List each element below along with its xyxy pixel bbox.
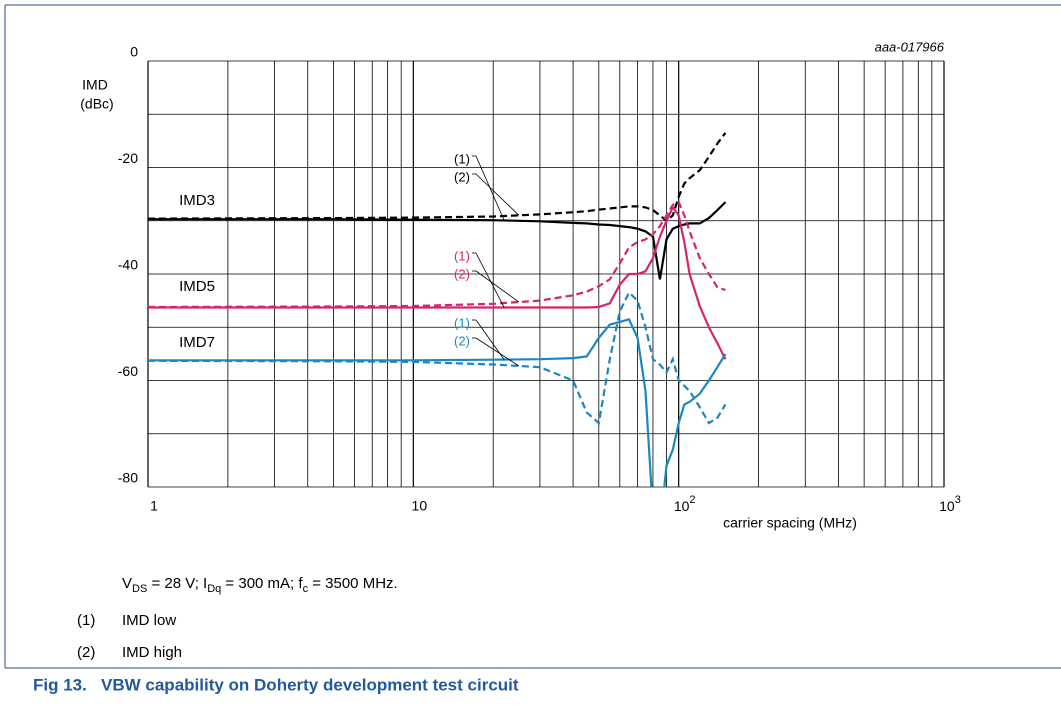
leader-line [475, 337, 520, 367]
series-line [148, 317, 727, 487]
series-line [148, 290, 727, 426]
condition-text: = 300 mA; f [221, 575, 303, 592]
condition-text: V [122, 575, 132, 592]
note-number: (2) [77, 644, 95, 661]
group-label: IMD5 [179, 278, 215, 295]
y-tick-label: -40 [118, 257, 138, 273]
leader-line [475, 173, 520, 216]
x-tick-label: 1 [150, 498, 158, 514]
series-label: (1) [454, 315, 470, 330]
y-axis-label: IMD [82, 77, 108, 93]
series-label: (2) [454, 169, 470, 184]
note-text: IMD low [122, 612, 176, 629]
plot-lines [148, 132, 727, 487]
figure-id: aaa-017966 [875, 39, 945, 54]
x-tick-label-exp: 2 [689, 494, 695, 506]
series-line [148, 205, 727, 360]
subscript: Dq [207, 583, 221, 595]
leader-line [475, 270, 520, 303]
series-label: (1) [454, 248, 470, 263]
note-text: IMD high [122, 644, 182, 661]
x-tick-label: 102 [674, 494, 696, 514]
x-tick-label-exp: 3 [955, 494, 961, 506]
group-label: IMD3 [179, 192, 215, 209]
x-tick-label: 103 [939, 494, 961, 514]
x-tick-label: 10 [412, 498, 428, 514]
x-axis-label: carrier spacing (MHz) [723, 515, 857, 531]
y-tick-label: -20 [118, 150, 138, 166]
x-tick-label-base: 10 [674, 498, 690, 514]
x-tick-label-base: 10 [939, 498, 955, 514]
series-line [148, 132, 727, 223]
subscript: DS [132, 583, 147, 595]
caption: Fig 13. VBW capability on Doherty develo… [33, 675, 519, 694]
y-tick-label: 0 [130, 44, 138, 60]
y-tick-label: -60 [118, 363, 138, 379]
series-label: (1) [454, 151, 470, 166]
series-line [148, 200, 726, 309]
leader-line [475, 155, 505, 221]
series-line [148, 201, 727, 280]
note-number: (1) [77, 612, 95, 629]
subscript: c [303, 583, 309, 595]
leader-line [475, 252, 505, 308]
y-axis-label: (dBc) [80, 96, 113, 112]
group-label: IMD7 [179, 334, 215, 351]
condition-text: = 28 V; I [147, 575, 207, 592]
conditions: VDS = 28 V; IDq = 300 mA; fc = 3500 MHz. [122, 575, 398, 595]
condition-text: = 3500 MHz. [308, 575, 398, 592]
series-label: (2) [454, 333, 470, 348]
y-tick-label: -80 [118, 470, 138, 486]
series-label: (2) [454, 266, 470, 281]
